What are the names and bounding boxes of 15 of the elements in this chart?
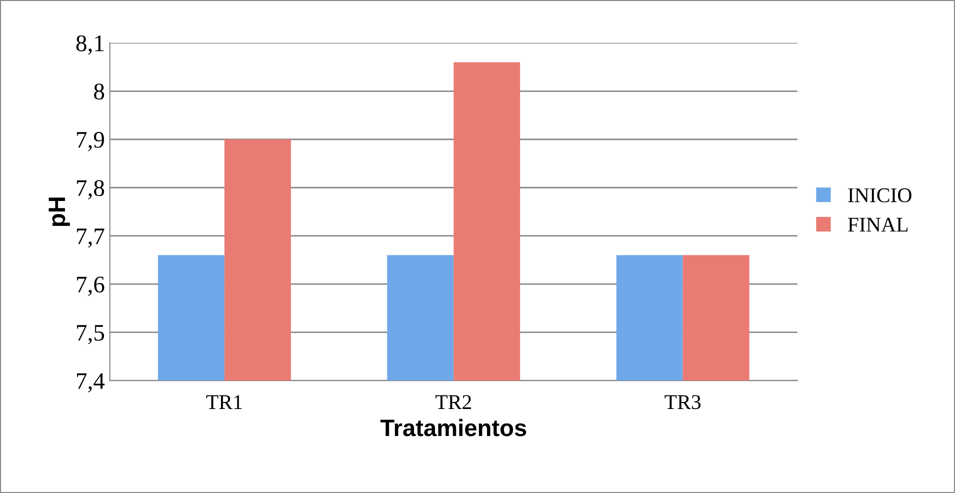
y-tick-label: 7,6 [77,276,104,296]
y-axis-title: pH [48,198,70,226]
y-tick-label: 7,4 [77,373,105,392]
y-tick-label: 8 [94,84,104,100]
y-tick-label: 7,7 [77,228,104,248]
x-tick-label: TR2 [435,395,471,409]
y-tick-label: 7,5 [77,325,104,344]
y-tick-label: 7,8 [77,180,104,200]
legend-label: INICIO [848,188,912,202]
x-tick-label: TR3 [664,395,701,410]
y-tick-label: 8,1 [76,35,104,55]
y-tick-label: 7,9 [77,132,104,152]
legend-label: FINAL [848,218,908,232]
x-axis-title: Tratamientos [380,418,526,436]
x-tick-label: TR1 [206,395,242,409]
